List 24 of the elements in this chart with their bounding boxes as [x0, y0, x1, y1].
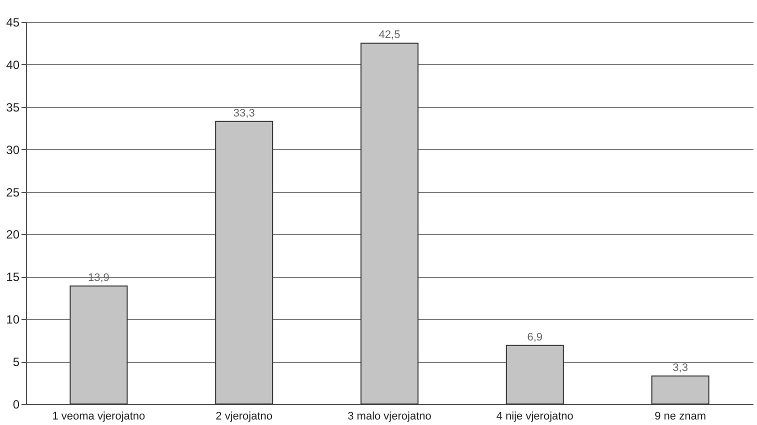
bar	[70, 286, 128, 404]
y-tick-label: 40	[6, 58, 20, 72]
x-tick-label: 2 vjerojatno	[216, 410, 273, 422]
y-tick-label: 45	[6, 16, 20, 30]
data-label: 33,3	[233, 107, 255, 120]
bar	[360, 42, 418, 404]
x-tick-label: 3 malo vjerojatno	[348, 410, 432, 422]
data-label: 3,3	[672, 362, 688, 374]
y-tick-label: 0	[12, 398, 20, 412]
bar	[506, 344, 564, 404]
x-tick-label: 9 ne znam	[654, 410, 706, 422]
y-tick-label: 5	[12, 355, 20, 370]
bar	[215, 120, 274, 404]
x-tick-label: 1 veoma vjerojatno	[52, 410, 146, 422]
y-tick-label: 35	[6, 100, 20, 114]
y-tick-label: 30	[6, 142, 20, 157]
x-tick-label: 4 nije vjerojatno	[496, 410, 574, 422]
y-tick-label: 25	[6, 185, 20, 200]
y-tick-label: 20	[6, 228, 20, 242]
bar	[651, 375, 710, 404]
y-tick-label: 10	[6, 312, 20, 327]
data-label: 42,5	[378, 29, 400, 42]
y-tick-label: 15	[6, 270, 20, 284]
data-label: 6,9	[527, 331, 543, 344]
